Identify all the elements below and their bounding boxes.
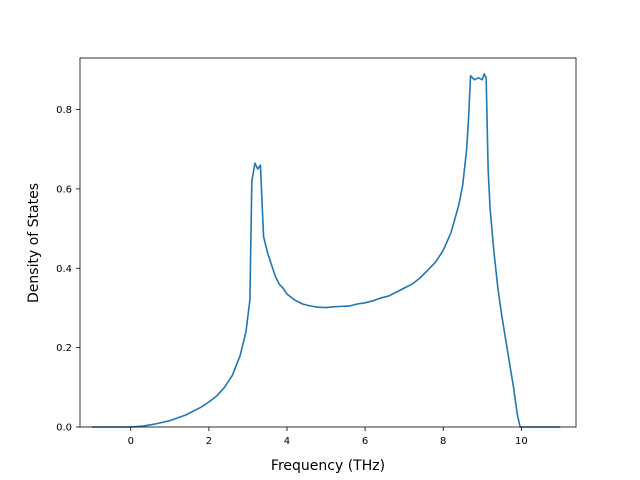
axes: 0 2 4 6 8 10 0.0 0.2 0.4 0.6 0.8 [56, 57, 577, 447]
x-tick-label: 0 [128, 436, 134, 447]
y-tick-label: 0.8 [56, 105, 72, 116]
dos-series-line-0 [91, 73, 561, 428]
y-tick-label: 0.0 [56, 423, 72, 434]
plot-area [91, 73, 561, 428]
y-tick-label: 0.4 [56, 264, 72, 275]
plot-frame [79, 57, 577, 428]
y-tick-label: 0.6 [56, 184, 72, 195]
y-axis-label: Density of States [26, 183, 42, 303]
x-axis-label: Frequency (THz) [271, 458, 385, 474]
x-tick-label: 2 [206, 436, 212, 447]
y-tick-label: 0.2 [56, 343, 72, 354]
x-tick-label: 4 [284, 436, 290, 447]
x-tick-label: 6 [362, 436, 368, 447]
x-tick-label: 10 [515, 436, 528, 447]
x-tick-label: 8 [440, 436, 446, 447]
